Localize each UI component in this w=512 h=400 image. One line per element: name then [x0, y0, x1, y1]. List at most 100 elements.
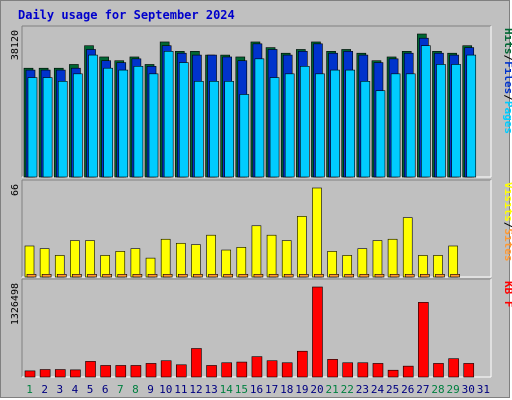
visits-bar [221, 249, 231, 278]
kbytes-bar [281, 362, 293, 378]
day-label: 21 [326, 383, 339, 396]
chart-panels: 38120Hits/Files/Pages66Visits/Sites13264… [10, 25, 512, 396]
day-label: 30 [462, 383, 475, 396]
day-label: 1 [26, 383, 33, 396]
sites-bar [253, 274, 264, 278]
kbytes-bar [236, 361, 248, 378]
sites-bar [404, 274, 415, 278]
day-label: 3 [57, 383, 64, 396]
pages-bar [42, 77, 53, 178]
legend-part: / [502, 222, 512, 229]
day-label: 24 [371, 383, 385, 396]
kbytes-bar [54, 369, 66, 378]
sites-bar [359, 274, 370, 278]
day-label: 11 [174, 383, 187, 396]
kbytes-bar [357, 362, 369, 378]
day-label: 9 [147, 383, 154, 396]
day-label: 16 [250, 383, 263, 396]
visits-bar [236, 247, 247, 278]
pages-bar [300, 66, 310, 178]
day-label: 25 [386, 383, 399, 396]
day-label: 28 [431, 383, 444, 396]
pages-bar [178, 62, 189, 178]
visits-bar [342, 255, 353, 278]
visits-bar [448, 245, 458, 278]
sites-bar [238, 274, 249, 278]
visits-bar [402, 217, 413, 278]
legend-part: Pages [502, 101, 512, 134]
pages-bar [451, 64, 461, 178]
visits-bar [327, 251, 337, 278]
kbytes-bar [145, 363, 157, 378]
visits-bar [39, 248, 50, 278]
sites-bar [208, 274, 218, 278]
series-legend-label: KB F [502, 281, 512, 308]
visits-bar [266, 234, 277, 278]
visits-bar [70, 240, 80, 278]
day-label: 4 [72, 383, 79, 396]
kbytes-bar [266, 360, 278, 378]
pages-bar [315, 73, 325, 178]
pages-bar [73, 73, 83, 178]
pages-bar [209, 81, 219, 178]
visits-bar [206, 234, 216, 278]
sites-bar [314, 274, 324, 278]
day-label: 17 [265, 383, 278, 396]
day-label: 27 [416, 383, 429, 396]
pages-bar [194, 81, 204, 178]
legend-part: KB F [502, 281, 512, 308]
visits-bar [24, 245, 35, 278]
kbytes-bar [206, 365, 217, 378]
sites-bar [72, 274, 82, 278]
day-label: 7 [117, 383, 124, 396]
day-label: 22 [341, 383, 354, 396]
pages-bar [254, 58, 265, 178]
day-label: 15 [235, 383, 248, 396]
day-label: 19 [295, 383, 308, 396]
sites-bar [329, 274, 339, 278]
kbytes-bar [342, 362, 354, 378]
pages-bar [330, 69, 340, 178]
sites-bar [41, 274, 52, 278]
series-legend-label: Visits/Sites [502, 182, 512, 262]
sites-bar [450, 274, 460, 278]
kbytes-bar [312, 286, 323, 378]
kbytes-bar [130, 365, 142, 378]
y-max-label: 38120 [10, 30, 21, 60]
visits-bar [100, 255, 110, 278]
visits-bar [281, 240, 292, 278]
visits-bar [312, 187, 322, 278]
legend-part: Sites [502, 228, 512, 261]
kbytes-bar [433, 363, 444, 378]
kbytes-bar [463, 363, 475, 378]
kbytes-bar [448, 358, 459, 378]
sites-bar [147, 274, 158, 278]
series-legend-label: Hits/Files/Pages [502, 28, 512, 134]
kbytes-bar [297, 350, 308, 378]
sites-bar [420, 274, 430, 278]
kbytes-bar [100, 365, 111, 378]
sites-bar [177, 274, 188, 278]
sites-bar [56, 274, 67, 278]
legend-part: Files [502, 61, 512, 94]
pages-bar [345, 69, 356, 178]
sites-bar [268, 274, 279, 278]
kbytes-bar [327, 359, 338, 378]
visits-bar [160, 238, 171, 278]
pages-bar [163, 51, 174, 178]
kbytes-bar [24, 370, 36, 378]
pages-bar [466, 54, 477, 178]
y-max-label: 1326498 [10, 283, 21, 325]
pages-bar [103, 67, 113, 178]
chart-title: Daily usage for September 2024 [18, 8, 235, 22]
day-label: 23 [356, 383, 369, 396]
pages-bar [57, 81, 68, 178]
day-label: 13 [204, 383, 217, 396]
kbytes-bar [387, 369, 399, 378]
kbytes-bar [160, 360, 172, 378]
visits-bar [433, 255, 443, 278]
day-label: 6 [102, 383, 109, 396]
day-label: 8 [132, 383, 139, 396]
pages-bar [239, 94, 250, 178]
